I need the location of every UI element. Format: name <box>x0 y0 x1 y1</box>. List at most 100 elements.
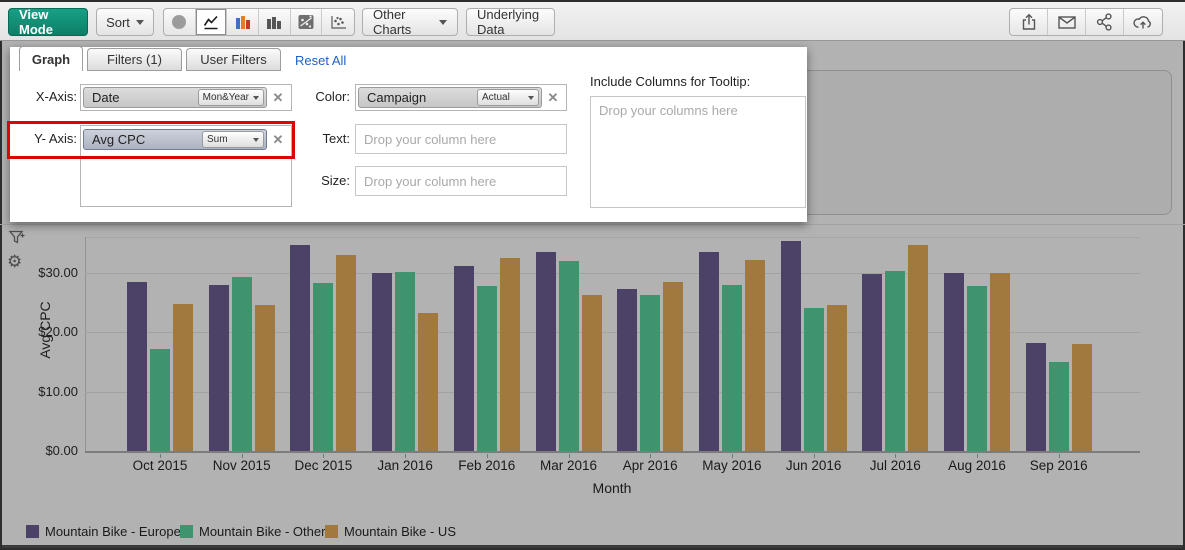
underlying-data-button[interactable]: Underlying Data <box>466 7 555 37</box>
section-divider <box>0 224 1185 225</box>
pie-chart-icon[interactable] <box>164 9 196 35</box>
x-tick-label: Jul 2016 <box>869 458 921 473</box>
bar[interactable] <box>150 348 170 451</box>
bar-chart-icon[interactable] <box>259 9 291 35</box>
sort-button[interactable]: Sort <box>96 8 154 36</box>
bar[interactable] <box>535 251 556 451</box>
bar[interactable] <box>208 284 229 451</box>
bar[interactable] <box>780 240 801 451</box>
colored-bar-chart-icon[interactable] <box>227 9 260 35</box>
legend-item[interactable]: Mountain Bike - Europe <box>26 524 181 539</box>
bar[interactable] <box>336 254 357 451</box>
bar[interactable] <box>744 260 765 451</box>
bar[interactable] <box>581 294 602 451</box>
other-charts-button[interactable]: Other Charts <box>362 7 458 37</box>
bar[interactable] <box>453 265 474 451</box>
chevron-down-icon <box>439 19 447 25</box>
x-tick-mark <box>160 454 161 458</box>
x-axis-label: X-Axis: <box>35 89 77 104</box>
x-axis-aggregation-dropdown[interactable]: Mon&Year <box>197 89 264 106</box>
x-tick-label: Dec 2015 <box>294 458 353 473</box>
bar[interactable] <box>173 303 193 451</box>
bar[interactable] <box>1071 344 1092 451</box>
bar[interactable] <box>803 308 824 451</box>
y-axis-field-pill[interactable]: Avg CPC Sum <box>83 129 267 150</box>
plot-top-border <box>85 237 1140 238</box>
view-mode-button[interactable]: View Mode <box>8 7 88 37</box>
scatter-chart-icon[interactable] <box>322 9 354 35</box>
y-axis-aggregation-value: Sum <box>207 134 228 145</box>
bar[interactable] <box>967 286 987 451</box>
x-tick-mark <box>731 454 733 458</box>
bar[interactable] <box>1025 342 1046 451</box>
bar[interactable] <box>944 273 964 451</box>
bar[interactable] <box>254 304 275 451</box>
x-axis-dropzone[interactable]: Date Mon&Year <box>80 84 292 111</box>
chart-type-toolbar <box>163 8 355 36</box>
y-tick-label: $20.00 <box>38 324 78 340</box>
size-dropzone[interactable] <box>355 166 567 196</box>
bar[interactable] <box>313 282 334 451</box>
bar[interactable] <box>990 272 1010 451</box>
bar[interactable] <box>395 272 416 451</box>
color-field-pill[interactable]: Campaign Actual <box>358 87 542 108</box>
bar[interactable] <box>558 260 579 451</box>
email-icon[interactable] <box>1048 9 1086 35</box>
y-tick-label: $0.00 <box>45 443 78 458</box>
x-axis-field-pill[interactable]: Date Mon&Year <box>83 87 267 108</box>
bar[interactable] <box>372 272 393 451</box>
bar[interactable] <box>663 281 684 451</box>
bar[interactable] <box>499 257 520 451</box>
y-axis-dropzone[interactable]: Avg CPC Sum <box>80 125 292 207</box>
bar[interactable] <box>476 285 497 451</box>
y-axis-aggregation-dropdown[interactable]: Sum <box>202 131 264 148</box>
color-dropzone[interactable]: Campaign Actual <box>355 84 567 111</box>
bar[interactable] <box>640 295 661 451</box>
x-axis-remove-icon[interactable] <box>267 90 289 106</box>
bar[interactable] <box>862 273 883 451</box>
tab-user-filters[interactable]: User Filters <box>186 48 281 71</box>
toolbar: View Mode Sort <box>0 2 1185 41</box>
x-tick-label: Mar 2016 <box>539 458 598 473</box>
x-tick-label: Oct 2015 <box>132 458 188 473</box>
bar[interactable] <box>698 252 719 451</box>
y-axis-line <box>85 237 86 451</box>
other-charts-label: Other Charts <box>373 7 412 37</box>
bar[interactable] <box>826 304 847 451</box>
tab-graph[interactable]: Graph <box>19 46 83 71</box>
bar[interactable] <box>418 313 439 451</box>
y-axis-field-name: Avg CPC <box>92 132 146 147</box>
bar[interactable] <box>617 289 638 451</box>
text-dropzone[interactable] <box>355 124 567 154</box>
export-icon[interactable] <box>1010 9 1048 35</box>
color-field-name: Campaign <box>367 90 427 105</box>
y-axis-label: Y- Axis: <box>34 131 77 146</box>
bar[interactable] <box>290 245 311 451</box>
x-tick-label: Sep 2016 <box>1029 458 1088 473</box>
bar[interactable] <box>231 277 252 451</box>
publish-cloud-icon[interactable] <box>1124 9 1162 35</box>
y-axis-remove-icon[interactable] <box>267 132 289 148</box>
share-icon[interactable] <box>1086 9 1124 35</box>
combo-chart-icon[interactable] <box>291 9 323 35</box>
bar[interactable] <box>885 271 906 451</box>
color-remove-icon[interactable] <box>542 90 564 106</box>
bar[interactable] <box>721 284 742 451</box>
legend-swatch <box>325 525 338 538</box>
chevron-down-icon <box>528 95 534 100</box>
bar[interactable] <box>908 244 929 451</box>
filter-add-icon[interactable] <box>8 229 28 249</box>
tab-filters[interactable]: Filters (1) <box>87 48 182 71</box>
chevron-down-icon <box>253 137 259 142</box>
tooltip-columns-dropzone[interactable] <box>590 96 806 208</box>
legend-item[interactable]: Mountain Bike - US <box>325 524 456 539</box>
chart-settings-panel: Graph Filters (1) User Filters Reset All… <box>7 46 807 222</box>
line-chart-icon[interactable] <box>195 9 228 35</box>
legend-item[interactable]: Mountain Bike - Other <box>180 524 325 539</box>
reset-all-link[interactable]: Reset All <box>295 53 347 68</box>
bar[interactable] <box>1048 361 1069 451</box>
x-tick-mark <box>405 454 407 458</box>
color-aggregation-dropdown[interactable]: Actual <box>477 89 539 106</box>
bar[interactable] <box>127 282 147 451</box>
